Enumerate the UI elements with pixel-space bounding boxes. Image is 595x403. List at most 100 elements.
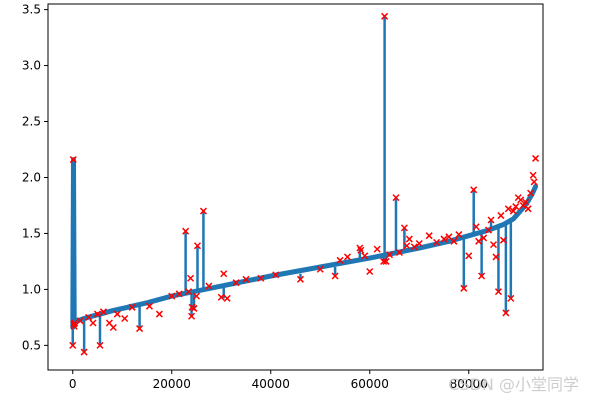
marker-stroke [494, 288, 502, 296]
marker-stroke [69, 341, 77, 349]
marker-x [415, 239, 423, 248]
marker-stroke [188, 312, 196, 320]
marker-stroke [121, 314, 129, 323]
marker-stroke [395, 248, 403, 257]
series-line [70, 157, 539, 330]
y-tick-label: 2.5 [22, 115, 41, 129]
marker-stroke [296, 275, 304, 283]
y-tick-label: 1.5 [22, 226, 41, 240]
marker-x [480, 234, 488, 242]
marker-x [440, 235, 448, 243]
marker-x [343, 253, 352, 261]
marker-x [410, 243, 418, 251]
marker-x [470, 186, 478, 194]
marker-x [336, 256, 344, 264]
marker-stroke [168, 292, 176, 300]
marker-stroke [71, 319, 79, 327]
marker-x [182, 227, 190, 235]
y-tick-label: 3.0 [22, 59, 41, 73]
marker-stroke [187, 274, 195, 282]
marker-stroke [405, 235, 413, 243]
marker-stroke [445, 233, 453, 241]
marker-x [524, 205, 532, 213]
x-tick-label: 60000 [351, 377, 389, 391]
marker-stroke [193, 242, 202, 250]
x-tick-label: 80000 [450, 377, 488, 391]
marker-x [128, 303, 136, 311]
marker-x [494, 288, 502, 296]
marker-x [232, 279, 240, 287]
marker-stroke [527, 189, 535, 197]
marker-x [185, 288, 193, 296]
marker-stroke [316, 265, 324, 273]
marker-stroke [85, 313, 93, 321]
marker-stroke [343, 253, 352, 261]
marker-stroke [425, 232, 433, 240]
marker-x [76, 317, 84, 325]
marker-x [489, 241, 498, 249]
marker-x [220, 270, 228, 278]
marker-x [357, 246, 365, 254]
marker-stroke [223, 294, 231, 302]
marker-x [395, 248, 403, 257]
marker-stroke [175, 290, 183, 298]
marker-stroke [185, 288, 193, 296]
marker-stroke [361, 252, 369, 260]
marker-stroke [357, 246, 365, 254]
marker-x [223, 294, 231, 302]
marker-stroke [380, 257, 388, 265]
marker-x [380, 257, 388, 265]
marker-x [386, 251, 394, 259]
marker-stroke [499, 236, 507, 244]
marker-stroke [205, 282, 213, 290]
marker-stroke [96, 341, 104, 349]
marker-x [522, 198, 530, 206]
marker-stroke [80, 348, 88, 356]
marker-x [381, 12, 389, 20]
marker-x [405, 235, 413, 243]
marker-stroke [497, 212, 505, 220]
marker-x [403, 242, 411, 250]
marker-x [175, 290, 183, 298]
marker-x [382, 257, 390, 265]
marker-stroke [450, 237, 458, 245]
marker-x [475, 237, 483, 245]
marker-stroke [487, 216, 495, 224]
marker-stroke [403, 242, 411, 250]
marker-x [478, 272, 486, 280]
marker-x [85, 313, 93, 321]
marker-stroke [386, 251, 394, 259]
marker-stroke [232, 279, 240, 287]
marker-x [433, 238, 441, 246]
x-tick-label: 0 [69, 377, 77, 391]
marker-x [188, 312, 196, 320]
marker-stroke [400, 224, 408, 232]
marker-stroke [145, 302, 154, 310]
marker-x [465, 252, 473, 260]
marker-stroke [382, 257, 390, 265]
marker-x [93, 310, 102, 318]
marker-x [425, 232, 433, 240]
marker-x [71, 319, 79, 327]
marker-x [121, 314, 129, 323]
marker-stroke [492, 253, 500, 261]
marker-stroke [480, 234, 488, 242]
marker-x [450, 237, 458, 245]
marker-stroke [331, 272, 339, 280]
marker-x [472, 223, 480, 231]
marker-x [80, 348, 88, 356]
marker-stroke [512, 203, 520, 211]
y-axis: 0.5 1.0 1.5 2.0 2.5 3.0 3.5 [22, 3, 48, 352]
marker-x [69, 341, 77, 349]
x-axis: 0 20000 40000 60000 80000 [69, 370, 488, 391]
marker-x [257, 274, 265, 282]
marker-x [205, 282, 213, 290]
marker-stroke [373, 245, 381, 253]
plot-area [69, 12, 540, 356]
plot-frame [47, 3, 544, 371]
marker-stroke [524, 205, 532, 213]
marker-x [331, 272, 339, 280]
marker-x [190, 304, 198, 312]
marker-stroke [155, 310, 163, 318]
